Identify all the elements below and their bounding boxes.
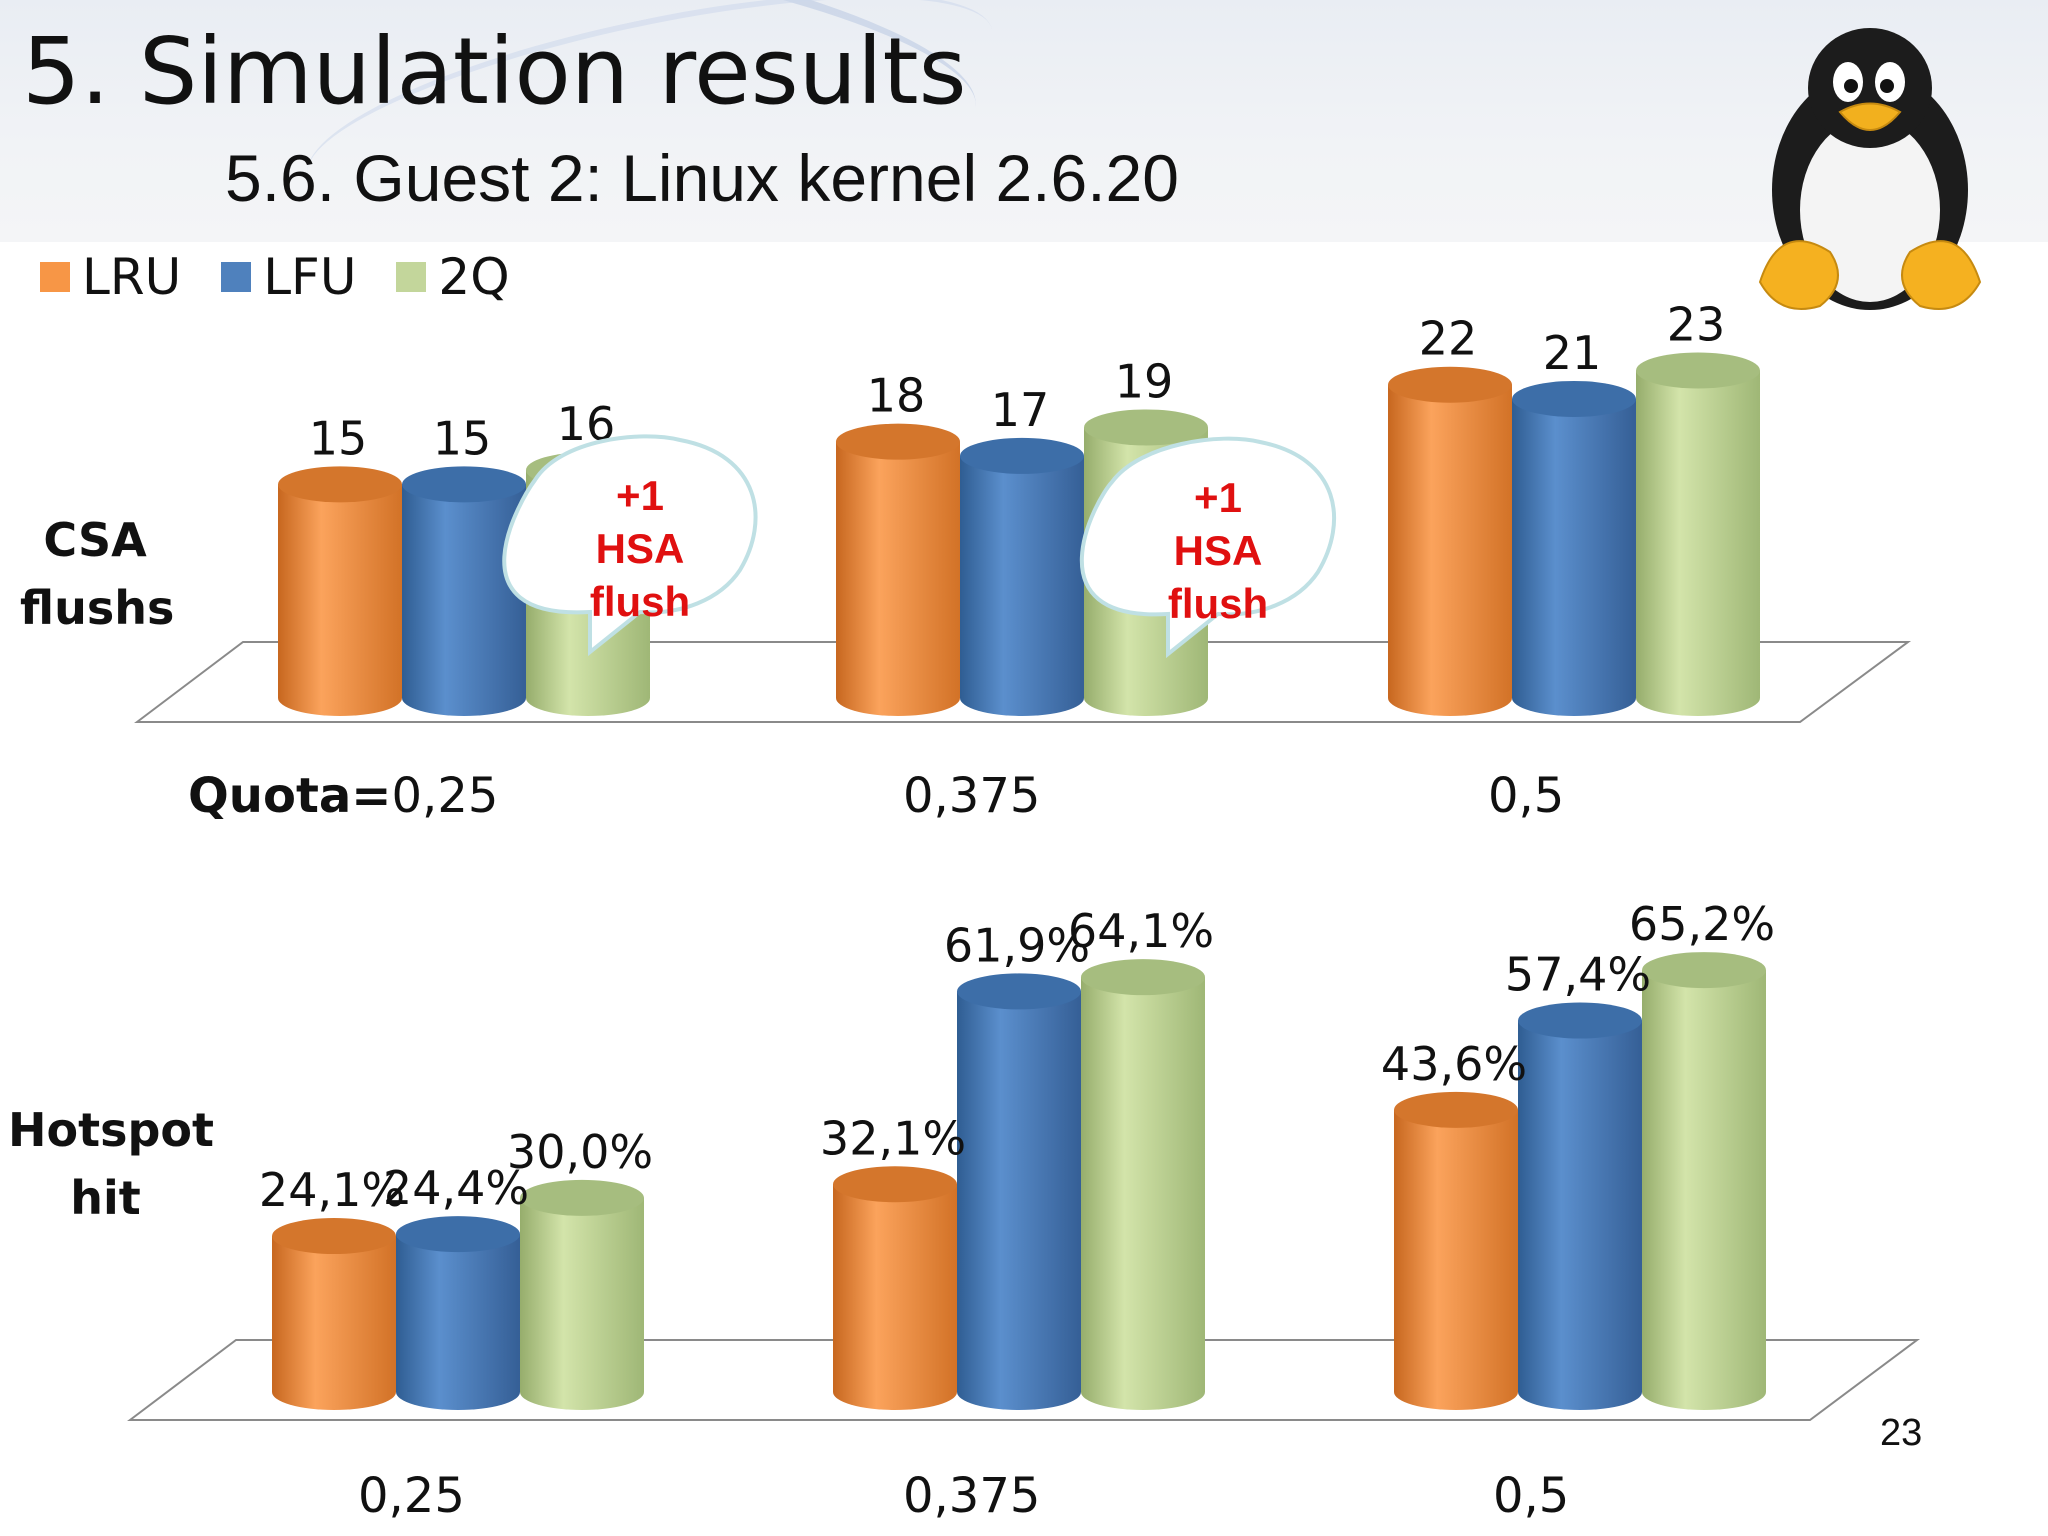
hotspot-hit-bar-2q [520,1197,644,1410]
csa-flushes-value-label: 21 [1543,326,1602,380]
hotspot-hit-bar-lfu [396,1234,520,1410]
x-tick-label: 0,5 [1493,1468,1570,1524]
csa-flushes-value-label: 22 [1419,312,1478,366]
callout-bubble [502,434,758,657]
chart-bottom-value-labels: 24,1%24,4%30,0% 32,1% 61,9%64,1% 43,6% 57,4%… [259,897,1775,1217]
hotspot-hit-value-label: 24,4% [383,1161,529,1215]
hotspot-hit-bar-top-lru [1394,1091,1518,1128]
legend-item-lfu: LFU [221,248,356,306]
hotspot-hit-bar-top-2q [520,1179,644,1216]
x-tick-label: 0,375 [903,1468,1041,1524]
hotspot-hit-bar-2q [1642,970,1766,1410]
ylabel-line: Hotspot [8,1103,214,1157]
hotspot-hit-bar-lru [833,1184,957,1410]
csa-flushes-bar-top-2q [1084,409,1208,446]
x-tick-label: 0,5 [1488,768,1565,824]
chart-bottom-ylabel: Hotspot hit [8,1096,214,1232]
legend-swatch-2q [396,262,427,292]
csa-flushes-value-label: 23 [1667,297,1726,351]
callout-hsa-flush-2: +1 HSA flush [1079,436,1337,659]
csa-flushes-value-label: 15 [309,411,368,465]
csa-flushes-bar-lru [836,441,960,716]
hotspot-hit-bar-top-2q [1081,959,1205,996]
csa-flushes-bar-top-lfu [1512,380,1636,417]
hotspot-hit-bar-top-lfu [396,1216,520,1253]
callout-text-line: +1 [1194,474,1242,521]
hotspot-hit-value-label: 61,9% [944,918,1090,972]
csa-flushes-value-label: 19 [1115,354,1174,408]
callout-text-line: flush [590,578,690,625]
page-number: 23 [1880,1412,1923,1454]
ylabel-line: flushs [20,581,175,635]
legend-swatch-lfu [221,262,252,292]
legend-swatch-lru [40,262,70,292]
slide-title: 5. Simulation results [22,18,967,125]
csa-flushes-bar-lru [278,484,402,716]
legend-label: LFU [263,248,357,306]
hotspot-hit-bar-top-lru [272,1218,396,1255]
csa-flushes-value-label: 18 [867,369,926,423]
csa-flushes-bar-lfu [1512,398,1636,716]
hotspot-hit-bar-top-lfu [957,973,1081,1010]
header-band [0,0,2048,257]
hotspot-hit-value-label: 24,1% [259,1163,405,1217]
hotspot-hit-bar-top-lru [833,1166,957,1203]
hotspot-hit-bar-lfu [957,991,1081,1410]
callout-bubble [1079,436,1337,659]
x-tick-label: 0,25 [358,1468,465,1524]
slide-subtitle: 5.6. Guest 2: Linux kernel 2.6.20 [225,141,1179,215]
csa-flushes-bar-lru [1388,384,1512,716]
csa-flushes-bar-lfu [960,455,1084,716]
chart-legend: LRU LFU 2Q [40,248,510,306]
csa-flushes-bar-top-lru [278,466,402,503]
csa-flushes-value-label: 17 [991,383,1050,437]
hotspot-hit-bar-2q [1081,977,1205,1410]
hotspot-hit-value-label: 65,2% [1629,897,1775,951]
callout-text-line: HSA [596,525,685,572]
hotspot-hit-value-label: 30,0% [507,1125,653,1179]
legend-item-lru: LRU [40,248,181,306]
callout-text-line: +1 [616,472,664,519]
legend-label: 2Q [438,248,510,306]
csa-flushes-bar-2q [1636,370,1760,716]
hotspot-hit-value-label: 57,4% [1505,948,1651,1002]
category-value: 0,25 [391,768,499,824]
hotspot-hit-bar-lfu [1518,1020,1642,1410]
csa-flushes-bar-top-lru [836,423,960,460]
legend-item-2q: 2Q [396,248,510,306]
hotspot-hit-bar-top-lfu [1518,1002,1642,1039]
ylabel-line: CSA [43,513,147,567]
x-tick-label: Quota=0,25 [188,768,498,824]
callout-hsa-flush-1: +1 HSA flush [502,434,758,657]
csa-flushes-bar-top-lfu [960,437,1084,474]
hotspot-hit-value-label: 43,6% [1381,1037,1527,1091]
hotspot-hit-bar-lru [1394,1109,1518,1410]
csa-flushes-bar-top-lfu [402,466,526,503]
csa-flushes-bar-top-2q [1636,352,1760,389]
ylabel-line: hit [70,1171,141,1225]
csa-flushes-value-label: 15 [433,411,492,465]
chart-bottom-bars [272,952,1766,1410]
hotspot-hit-value-label: 64,1% [1068,904,1214,958]
legend-label: LRU [82,248,182,306]
category-prefix: Quota= [188,768,392,824]
chart-top-ylabel: CSA flushs [20,506,175,642]
hotspot-hit-bar-lru [272,1236,396,1410]
callout-text-line: HSA [1174,527,1263,574]
x-tick-label: 0,375 [903,768,1041,824]
hotspot-hit-bar-top-2q [1642,952,1766,989]
csa-flushes-bar-lfu [402,484,526,716]
callout-text-line: flush [1168,580,1268,627]
penguin-icon [1758,28,1982,310]
csa-flushes-bar-top-lru [1388,366,1512,403]
hotspot-hit-value-label: 32,1% [820,1111,966,1165]
